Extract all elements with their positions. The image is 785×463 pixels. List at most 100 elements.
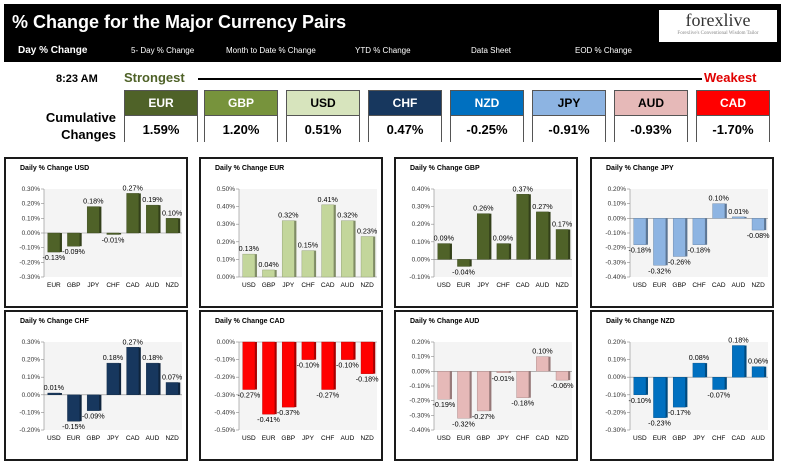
- tab-5-day-change[interactable]: 5- Day % Change: [131, 46, 195, 55]
- page-title: % Change for the Major Currency Pairs: [12, 12, 347, 32]
- data-label: -0.10%: [336, 361, 359, 370]
- x-tick-label: CAD: [126, 435, 140, 442]
- bar-shadow: [253, 254, 257, 277]
- bar: [516, 371, 530, 398]
- y-tick-label: 0.10%: [608, 201, 627, 208]
- x-tick-label: EUR: [653, 435, 667, 442]
- currency-value: 0.51%: [287, 115, 359, 142]
- bar: [242, 341, 256, 390]
- x-tick-label: GBP: [86, 435, 100, 442]
- currency-name: AUD: [615, 91, 687, 115]
- data-label: -0.27%: [472, 412, 495, 421]
- bar-shadow: [684, 218, 688, 257]
- data-label: 0.41%: [318, 195, 339, 204]
- data-label: 0.32%: [337, 211, 358, 220]
- data-label: 0.18%: [728, 336, 749, 345]
- tab-month-to-date-change[interactable]: Month to Date % Change: [226, 46, 316, 55]
- y-tick-label: 0.00%: [217, 339, 236, 346]
- y-tick-label: 0.10%: [22, 374, 41, 381]
- tab-data-sheet[interactable]: Data Sheet: [471, 46, 512, 55]
- x-tick-label: CAD: [321, 282, 335, 289]
- chart-panel-jpy: Daily % Change JPY -0.40% -0.30% -0.20% -0.…: [590, 157, 774, 308]
- data-label: 0.13%: [239, 244, 260, 253]
- bar: [653, 376, 666, 418]
- y-tick-label: 0.30%: [217, 221, 236, 228]
- y-tick-label: -0.20%: [605, 409, 626, 416]
- x-tick-label: JPY: [282, 282, 295, 289]
- x-tick-label: CHF: [301, 282, 314, 289]
- tab-ytd-change[interactable]: YTD % Change: [355, 46, 411, 55]
- x-tick-label: CHF: [712, 435, 725, 442]
- x-tick-label: JPY: [497, 435, 510, 442]
- currency-name: CHF: [369, 91, 441, 115]
- bar-shadow: [273, 342, 277, 415]
- currency-name: NZD: [451, 91, 523, 115]
- strongest-label: Strongest: [124, 70, 185, 85]
- bar: [457, 371, 470, 419]
- x-tick-label: USD: [242, 435, 256, 442]
- y-tick-label: -0.30%: [605, 427, 626, 434]
- bar-chart-usd: -0.30% -0.20% -0.10% 0.00% 0.10% 0.20% 0.30% -0…: [19, 183, 183, 289]
- data-label: -0.18%: [511, 399, 534, 408]
- x-tick-label: CHF: [692, 282, 705, 289]
- currency-box-cad: CAD -1.70%: [696, 90, 770, 142]
- bar-shadow: [293, 342, 297, 408]
- bar-shadow: [372, 342, 376, 374]
- bar: [126, 193, 140, 234]
- strength-scale-line: [198, 78, 702, 80]
- y-tick-label: 0.30%: [412, 204, 431, 211]
- tab-eod-change[interactable]: EOD % Change: [575, 46, 632, 55]
- bar: [653, 218, 666, 266]
- bar: [633, 376, 647, 395]
- bar-chart-jpy: -0.40% -0.30% -0.20% -0.10% 0.00% 0.10% 0.20% -…: [605, 186, 770, 289]
- x-tick-label: AUD: [341, 435, 355, 442]
- chart-title: Daily % Change GBP: [410, 165, 480, 172]
- bar: [262, 269, 275, 278]
- x-tick-label: CAD: [732, 435, 746, 442]
- bar: [536, 356, 549, 372]
- x-tick-label: JPY: [302, 435, 315, 442]
- bar-chart-cad: -0.50% -0.40% -0.30% -0.20% -0.10% 0.00% -0.27…: [214, 339, 379, 442]
- bar-shadow: [332, 204, 336, 277]
- x-tick-label: NZD: [165, 435, 179, 442]
- data-label: 0.04%: [258, 260, 279, 269]
- bar: [751, 366, 765, 378]
- bar-shadow: [684, 377, 688, 408]
- bar: [476, 213, 490, 260]
- data-label: 0.26%: [473, 204, 494, 213]
- y-tick-label: 0.00%: [22, 230, 41, 237]
- chart-panel-eur: Daily % Change EUR 0.00% 0.10% 0.20% 0.30% 0…: [199, 157, 383, 308]
- bar-shadow: [567, 229, 571, 260]
- currency-name: CAD: [697, 91, 769, 115]
- bar-shadow: [743, 345, 747, 378]
- data-label: 0.27%: [123, 183, 144, 192]
- x-tick-label: GBP: [262, 282, 276, 289]
- currency-box-nzd: NZD -0.25%: [450, 90, 524, 142]
- bar: [341, 220, 354, 278]
- chart-panel-cad: Daily % Change CAD -0.50% -0.40% -0.30% -0.…: [199, 310, 383, 461]
- bar: [555, 371, 569, 381]
- x-tick-label: JPY: [107, 435, 120, 442]
- y-tick-label: 0.00%: [412, 256, 431, 263]
- chart-title: Daily % Change EUR: [215, 165, 285, 172]
- bar-shadow: [177, 382, 181, 395]
- data-label: 0.08%: [689, 353, 710, 362]
- forexlive-logo[interactable]: forexlive Forexlive's Conventional Wisdo…: [659, 10, 777, 42]
- data-label: -0.26%: [668, 257, 691, 266]
- y-tick-label: 0.20%: [412, 221, 431, 228]
- bar-chart-aud: -0.40% -0.30% -0.20% -0.10% 0.00% 0.10% 0.20% -…: [409, 339, 574, 442]
- x-tick-label: NZD: [555, 282, 569, 289]
- timestamp: 8:23 AM: [56, 73, 98, 85]
- y-tick-label: -0.30%: [409, 412, 430, 419]
- chart-title: Daily % Change JPY: [606, 165, 674, 172]
- x-tick-label: CHF: [106, 282, 119, 289]
- bar-shadow: [293, 220, 297, 277]
- data-label: 0.27%: [123, 337, 144, 346]
- data-label: -0.32%: [452, 419, 475, 428]
- bar: [242, 253, 256, 278]
- tab-day-change[interactable]: Day % Change: [18, 45, 88, 56]
- x-tick-label: GBP: [672, 282, 686, 289]
- y-tick-label: 0.30%: [22, 339, 41, 346]
- chart-title: Daily % Change AUD: [410, 318, 480, 325]
- bar: [281, 220, 295, 278]
